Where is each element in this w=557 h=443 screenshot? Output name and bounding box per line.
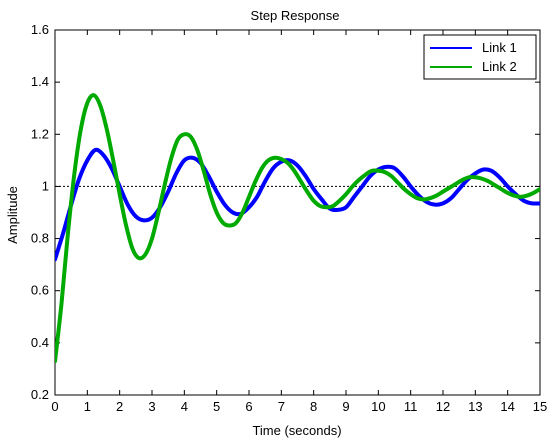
x-tick-label: 9 [342, 399, 349, 414]
x-tick-label: 13 [468, 399, 482, 414]
x-tick-label: 4 [181, 399, 188, 414]
y-axis-title: Amplitude [5, 186, 20, 244]
x-tick-label: 1 [84, 399, 91, 414]
x-tick-label: 2 [116, 399, 123, 414]
legend-box [423, 34, 537, 80]
y-tick-label: 0.6 [31, 283, 49, 298]
y-tick-label: 0.8 [31, 231, 49, 246]
x-tick-label: 0 [51, 399, 58, 414]
legend: Link 1 Link 2 [423, 34, 537, 80]
chart-title: Step Response [251, 8, 340, 23]
x-tick-label: 14 [500, 399, 514, 414]
y-tick-label: 0.4 [31, 335, 49, 350]
x-tick-label: 3 [148, 399, 155, 414]
y-tick-label: 0.2 [31, 387, 49, 402]
y-tick-label: 1 [42, 178, 49, 193]
x-tick-label: 7 [278, 399, 285, 414]
plot-frame [54, 29, 541, 396]
y-tick-label: 1.6 [31, 22, 49, 37]
series-line-link-2 [55, 93, 540, 364]
x-tick-label: 5 [213, 399, 220, 414]
y-tick-label: 1.4 [31, 74, 49, 89]
plot-layer: 0 1 2 3 4 5 6 7 8 9 10 11 12 13 14 150.20.40.60.811.21.… [31, 22, 547, 414]
x-tick-label: 8 [310, 399, 317, 414]
series-line-link-1 [55, 147, 540, 262]
legend-label-link-2: Link 2 [482, 59, 517, 74]
legend-label-link-1: Link 1 [482, 40, 517, 55]
x-tick-label: 6 [245, 399, 252, 414]
x-tick-label: 11 [404, 399, 418, 414]
x-axis-title: Time (seconds) [252, 423, 341, 438]
x-tick-label: 15 [533, 399, 547, 414]
x-tick-label: 10 [371, 399, 385, 414]
x-tick-label: 12 [436, 399, 450, 414]
y-tick-label: 1.2 [31, 126, 49, 141]
